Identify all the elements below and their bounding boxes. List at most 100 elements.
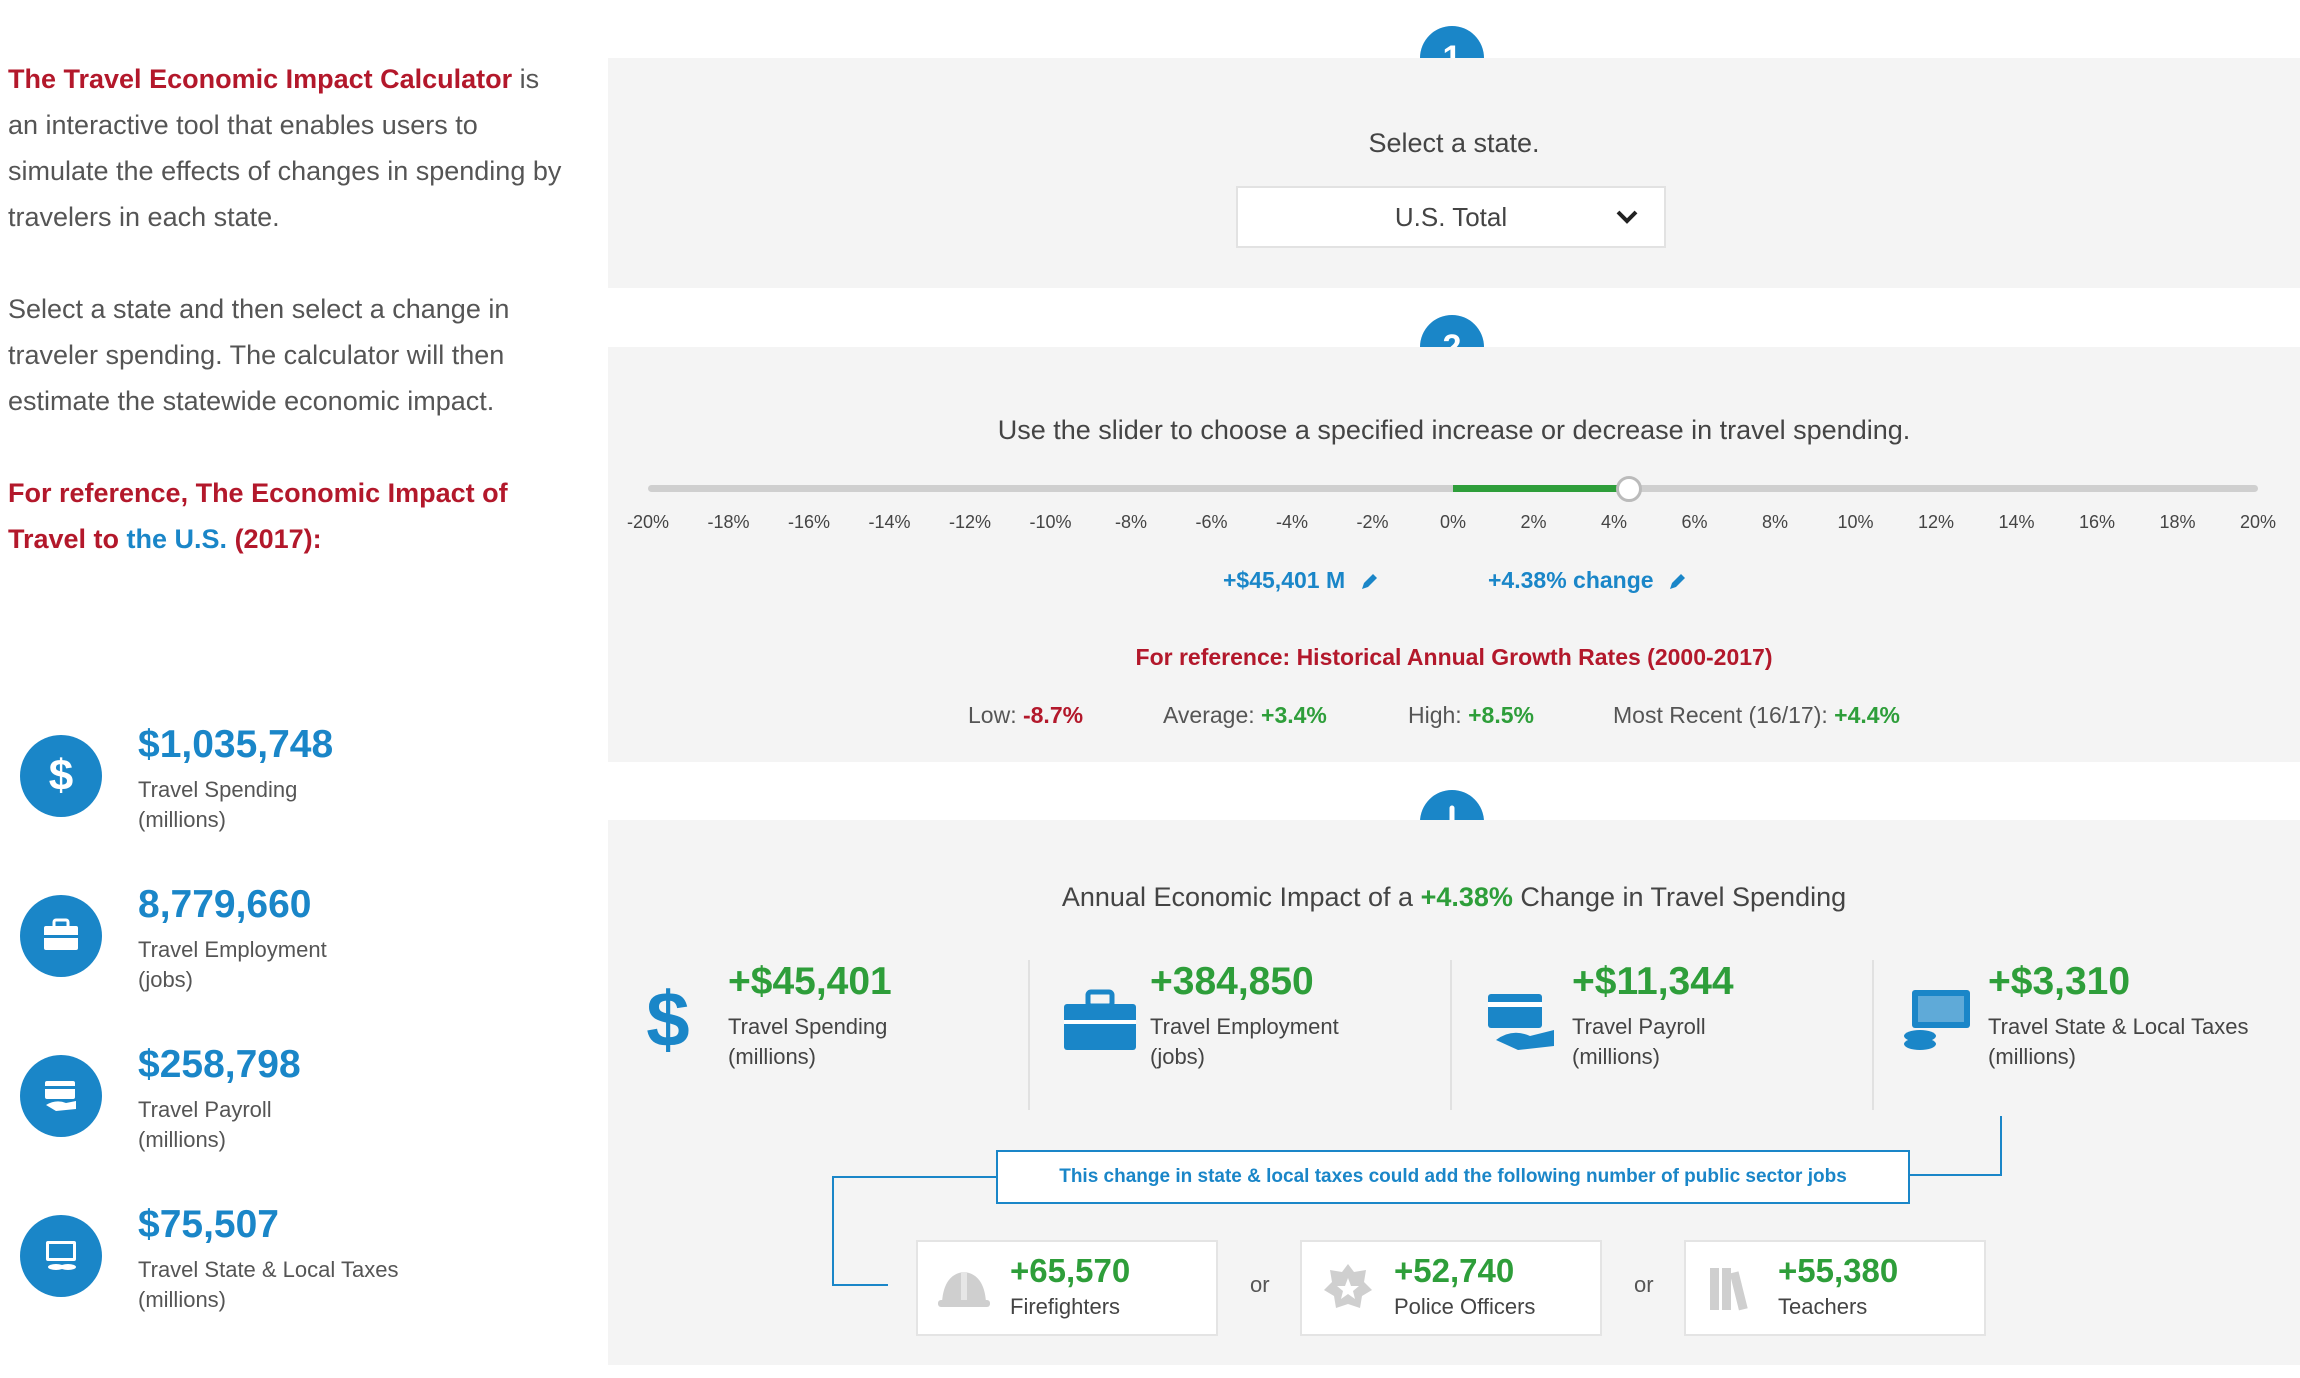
stat-value: $258,798 [138,1043,301,1086]
intro-paragraph: The Travel Economic Impact Calculator is… [8,56,568,240]
connector-line [1910,1174,2002,1176]
job-value: +55,380 [1778,1252,1899,1289]
impact-travel-taxes: +$3,310 Travel State & Local Taxes (milli… [1898,960,2298,1120]
connector-line [832,1176,834,1286]
slider-tick-label: -6% [1195,512,1228,532]
state-select-panel: Select a state. U.S. Total [608,58,2300,288]
police-badge-icon [1324,1264,1372,1308]
job-card-police-officers: +52,740 Police Officers [1300,1240,1602,1336]
historical-high: High: +8.5% [1408,702,1534,728]
slider-panel: Use the slider to choose a specified inc… [608,347,2300,762]
impact-value: +$11,344 [1572,960,1734,1003]
reference-heading-text: For reference, The Economic Impact of Tr… [8,478,508,554]
spending-amount: +$45,401 M [1223,567,1346,593]
or-separator: or [1634,1272,1654,1297]
briefcase-icon [1064,989,1136,1050]
intro-text: The Travel Economic Impact Calculator is… [8,56,568,424]
calculator-name: The Travel Economic Impact Calculator [8,64,513,94]
slider-tick-label: -18% [707,512,750,532]
impact-value: +$3,310 [1988,960,2131,1003]
stat-label: Travel State & Local Taxes (millions) [138,1257,399,1312]
job-label: Firefighters [1010,1294,1121,1319]
connector-line [832,1176,996,1178]
slider-tick-label: -16% [787,512,831,532]
slider-tick-label: 16% [2078,512,2116,532]
stat-label: Travel Employment (jobs) [138,937,327,992]
slider-tick-label: 20% [2239,512,2277,532]
divider [1450,960,1452,1110]
historical-rates-title: For reference: Historical Annual Growth … [1135,644,1773,670]
impact-value: +384,850 [1150,960,1314,1003]
payroll-icon [20,1055,102,1137]
stat-value: $75,507 [138,1203,279,1246]
chevron-down-icon [1616,210,1638,224]
slider-tick-label: -8% [1114,512,1148,532]
slider-tick-label: -2% [1356,512,1389,532]
divider [1872,960,1874,1110]
pencil-icon[interactable] [1358,571,1380,593]
slider-tick-label: 10% [1837,512,1874,532]
or-separator: or [1250,1272,1270,1297]
impact-travel-spending: $ +$45,401 Travel Spending (millions) [638,960,1028,1120]
instructions-paragraph: Select a state and then select a change … [8,294,510,416]
slider-tick-label: -14% [868,512,911,532]
slider-fill [1453,485,1630,492]
slider-prompt: Use the slider to choose a specified inc… [997,415,1911,445]
pencil-icon[interactable] [1666,571,1688,593]
slider-tick-label: 18% [2159,512,2196,532]
intro-description: is an interactive tool that enables user… [8,64,562,232]
stat-label: Travel Payroll (millions) [138,1097,272,1152]
spending-amount-editor[interactable]: +$45,401 M [1223,567,1380,594]
stat-travel-employment: 8,779,660 Travel Employment (jobs) [20,883,540,1025]
job-label: Police Officers [1394,1294,1536,1319]
impact-travel-payroll: +$11,344 Travel Payroll (millions) [1482,960,1872,1120]
stat-travel-payroll: $258,798 Travel Payroll (millions) [20,1043,540,1185]
slider-tick-label: -4% [1275,512,1309,532]
briefcase-icon [20,895,102,977]
stat-travel-taxes: $75,507 Travel State & Local Taxes (milli… [20,1203,540,1345]
payroll-icon [1488,994,1554,1050]
impact-value: +$45,401 [728,960,892,1003]
slider-handle[interactable] [1616,476,1643,502]
slider-tick-label: -12% [948,512,992,532]
job-card-teachers: +55,380 Teachers [1684,1240,1986,1336]
intro-column: The Travel Economic Impact Calculator is… [8,56,568,562]
svg-text:$: $ [49,751,73,800]
historical-low: Low: -8.7% [968,702,1084,728]
job-value: +52,740 [1394,1252,1515,1289]
historical-average: Average: +3.4% [1163,702,1327,728]
percent-change-editor[interactable]: +4.38% change [1488,567,1688,594]
stat-travel-spending: $ $1,035,748 Travel Spending (millions) [20,723,540,865]
job-value: +65,570 [1010,1252,1131,1289]
slider-tick-label: -20% [626,512,670,532]
svg-text:$: $ [646,980,689,1060]
taxes-icon [20,1215,102,1297]
job-card-firefighters: +65,570 Firefighters [916,1240,1218,1336]
historical-most-recent: Most Recent (16/17): +4.4% [1613,702,1901,728]
connector-line [832,1284,888,1286]
impact-label: Travel Employment (jobs) [1150,1014,1339,1069]
impact-label: Travel Payroll (millions) [1572,1014,1706,1069]
firefighter-helmet-icon [938,1272,990,1307]
reference-year: (2017): [227,524,322,554]
slider-tick-label: 0% [1439,512,1467,532]
dollar-icon: $ [646,980,689,1060]
select-state-prompt: Select a state. [1368,128,1540,158]
stat-value: $1,035,748 [138,723,334,766]
state-dropdown[interactable]: U.S. Total [1236,186,1666,248]
slider-tick-label: 2% [1520,512,1547,532]
impact-label: Travel Spending (millions) [728,1014,888,1069]
impact-label: Travel State & Local Taxes (millions) [1988,1014,2249,1069]
selected-state: U.S. Total [1394,201,1508,232]
impact-travel-employment: +384,850 Travel Employment (jobs) [1060,960,1450,1120]
connector-line [2000,1116,2002,1176]
slider-tick-label: 8% [1761,512,1789,532]
taxes-icon [1904,990,1970,1050]
dollar-icon: $ [20,735,102,817]
slider-tick-label: 4% [1600,512,1628,532]
public-jobs-note: This change in state & local taxes could… [996,1150,1910,1204]
stat-label: Travel Spending (millions) [138,777,298,832]
job-label: Teachers [1778,1294,1868,1319]
books-icon [1710,1268,1748,1311]
slider-tick-label: 14% [1998,512,2035,532]
